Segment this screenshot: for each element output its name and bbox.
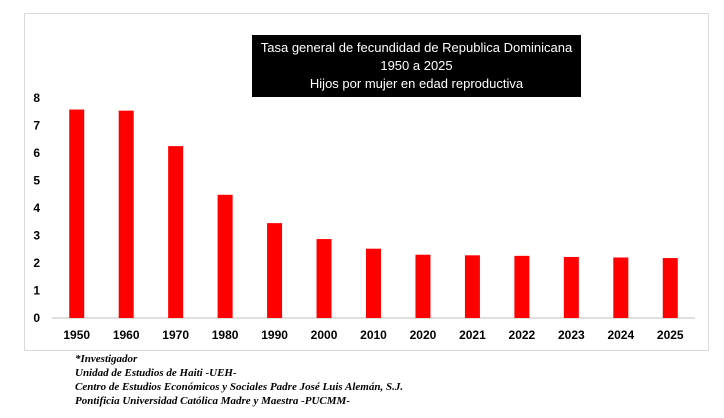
y-tick-label: 4	[33, 201, 40, 215]
x-tick-label: 2000	[311, 328, 338, 342]
footer-line-2: Unidad de Estudios de Haiti -UEH-	[75, 367, 237, 379]
x-tick-label: 2023	[558, 328, 585, 342]
chart-title-line-1: Tasa general de fecundidad de Republica …	[260, 40, 573, 55]
bar-2000	[316, 239, 332, 318]
y-tick-label: 8	[33, 91, 40, 105]
bar-2020	[415, 254, 431, 318]
bar-2010	[366, 248, 381, 318]
bar-1990	[267, 223, 283, 318]
bar-2022	[514, 255, 530, 318]
x-tick-label: 2024	[607, 328, 634, 342]
x-tick-label: 2025	[657, 328, 684, 342]
footer-line-4: Pontificia Universidad Católica Madre y …	[75, 395, 350, 407]
bar-1960	[118, 110, 134, 319]
chart-title-line-3: Hijos por mujer en edad reproductiva	[309, 76, 524, 91]
bar-2024	[613, 257, 629, 318]
bar-1970	[168, 146, 184, 318]
x-tick-label: 1980	[212, 328, 239, 342]
bar-2023	[563, 256, 579, 318]
chart-title-line-2: 1950 a 2025	[380, 58, 453, 73]
x-tick-label: 1950	[63, 328, 90, 342]
y-tick-label: 1	[33, 284, 40, 298]
x-tick-label: 1990	[261, 328, 288, 342]
x-tick-label: 2021	[459, 328, 486, 342]
y-tick-label: 7	[33, 119, 40, 133]
x-tick-label: 2022	[509, 328, 536, 342]
x-tick-label: 2020	[410, 328, 437, 342]
x-tick-label: 1960	[113, 328, 140, 342]
y-tick-label: 5	[33, 174, 40, 188]
bar-2025	[662, 258, 678, 318]
author-footer: *Investigador Unidad de Estudios de Hait…	[75, 352, 403, 408]
footer-line-1: *Investigador	[75, 353, 138, 365]
bar-1980	[217, 194, 233, 318]
y-tick-label: 6	[33, 146, 40, 160]
y-tick-label: 3	[33, 229, 40, 243]
bar-1950	[69, 109, 85, 318]
footer-line-3: Centro de Estudios Económicos y Sociales…	[75, 381, 404, 393]
y-tick-label: 2	[33, 256, 40, 270]
chart-title: Tasa general de fecundidad de Republica …	[252, 35, 581, 97]
x-tick-label: 2010	[360, 328, 387, 342]
x-tick-label: 1970	[162, 328, 189, 342]
bar-2021	[464, 255, 480, 318]
y-tick-label: 0	[33, 311, 40, 325]
